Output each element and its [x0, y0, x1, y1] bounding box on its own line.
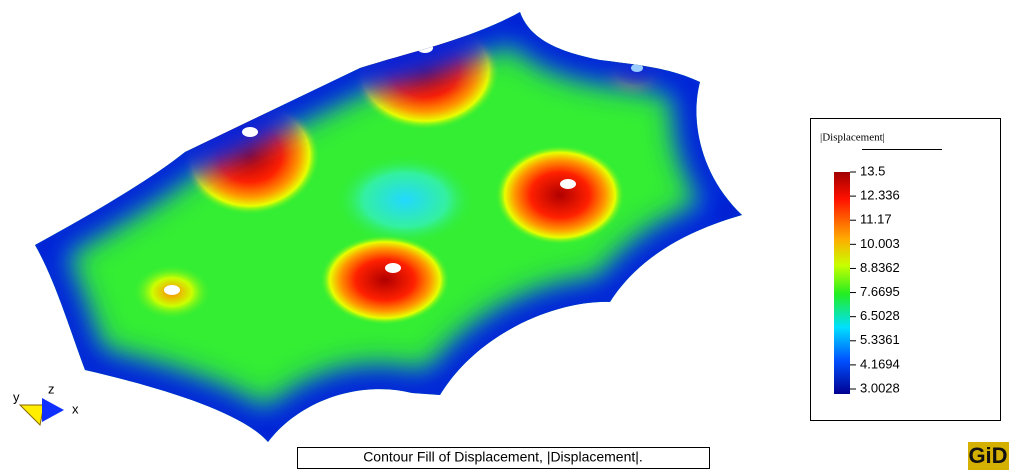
legend-value: 10.003	[860, 236, 900, 251]
legend-value: 11.17	[860, 212, 892, 227]
postprocess-view: y z x |Displacement| 13.5 12.336 11.17 10.0…	[0, 0, 1009, 470]
logo-text: GiD	[968, 443, 1007, 468]
legend-title: |Displacement|	[820, 132, 885, 144]
axis-y-label: y	[13, 389, 20, 404]
axis-z-label: z	[48, 381, 55, 396]
legend-value: 4.1694	[860, 356, 900, 371]
legend-color-bar	[834, 172, 850, 394]
legend-value: 13.5	[860, 163, 885, 178]
axis-x-label: x	[72, 401, 79, 416]
legend-value: 7.6695	[860, 284, 900, 299]
caption-text: Contour Fill of Displacement, |Displacem…	[363, 449, 643, 465]
legend-value: 8.8362	[860, 260, 900, 275]
gid-logo: GiD	[968, 442, 1009, 470]
axis-triad: y z x	[13, 381, 79, 425]
legend-value: 5.3361	[860, 332, 900, 347]
caption: Contour Fill of Displacement, |Displacem…	[298, 448, 710, 469]
legend-value: 12.336	[860, 188, 900, 203]
legend-value: 6.5028	[860, 308, 900, 323]
legend: |Displacement| 13.5 12.336 11.17 10.003 8.83…	[811, 119, 1001, 421]
legend-value: 3.0028	[860, 380, 900, 395]
